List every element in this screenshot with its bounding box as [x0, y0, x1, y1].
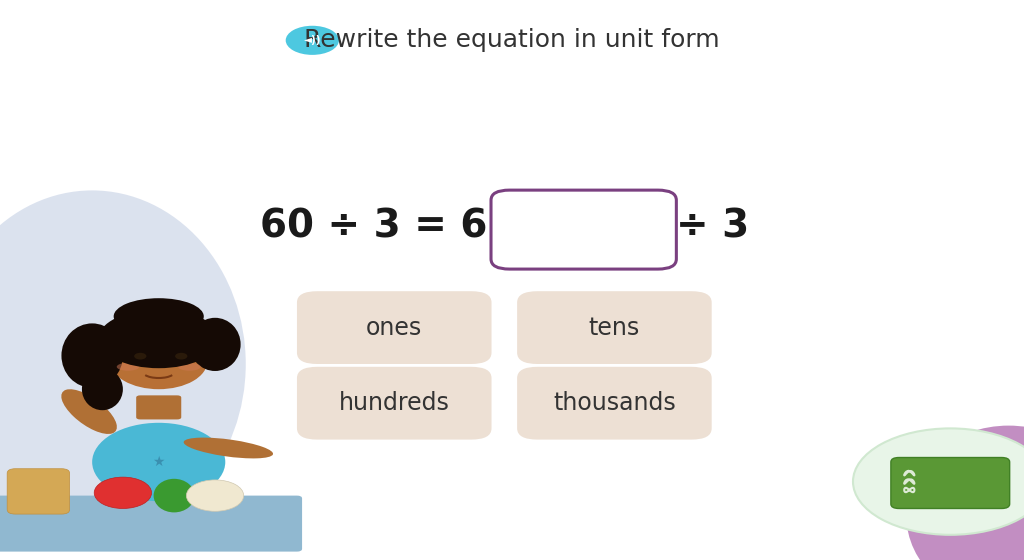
Ellipse shape — [82, 368, 123, 410]
Text: ones: ones — [367, 316, 422, 339]
Circle shape — [128, 350, 148, 361]
Ellipse shape — [178, 363, 201, 371]
Ellipse shape — [189, 318, 241, 371]
Text: Rewrite the equation in unit form: Rewrite the equation in unit form — [304, 29, 720, 52]
FancyBboxPatch shape — [136, 395, 181, 419]
Circle shape — [169, 350, 189, 361]
Ellipse shape — [92, 423, 225, 501]
Text: hundreds: hundreds — [339, 391, 450, 415]
Ellipse shape — [117, 363, 139, 371]
Ellipse shape — [154, 363, 164, 367]
FancyBboxPatch shape — [297, 291, 492, 364]
FancyBboxPatch shape — [0, 496, 302, 552]
Ellipse shape — [61, 324, 123, 388]
FancyBboxPatch shape — [490, 190, 676, 269]
Text: ◄)): ◄)) — [303, 35, 322, 45]
Ellipse shape — [154, 479, 195, 512]
Text: ÷ 3: ÷ 3 — [676, 208, 750, 246]
Circle shape — [286, 26, 339, 55]
Circle shape — [175, 353, 187, 360]
Text: tens: tens — [589, 316, 640, 339]
FancyBboxPatch shape — [297, 367, 492, 440]
Circle shape — [853, 428, 1024, 535]
Ellipse shape — [906, 426, 1024, 560]
Ellipse shape — [0, 190, 246, 538]
Circle shape — [94, 477, 152, 508]
Ellipse shape — [114, 298, 204, 335]
FancyBboxPatch shape — [517, 291, 712, 364]
FancyBboxPatch shape — [891, 458, 1010, 508]
Circle shape — [134, 353, 146, 360]
Ellipse shape — [98, 310, 219, 368]
Text: ★: ★ — [153, 455, 165, 469]
Ellipse shape — [111, 333, 207, 389]
Ellipse shape — [183, 437, 273, 459]
Circle shape — [186, 480, 244, 511]
FancyBboxPatch shape — [7, 469, 70, 514]
Text: 60 ÷ 3 = 6: 60 ÷ 3 = 6 — [260, 208, 487, 246]
Text: thousands: thousands — [553, 391, 676, 415]
Ellipse shape — [61, 389, 117, 434]
FancyBboxPatch shape — [517, 367, 712, 440]
